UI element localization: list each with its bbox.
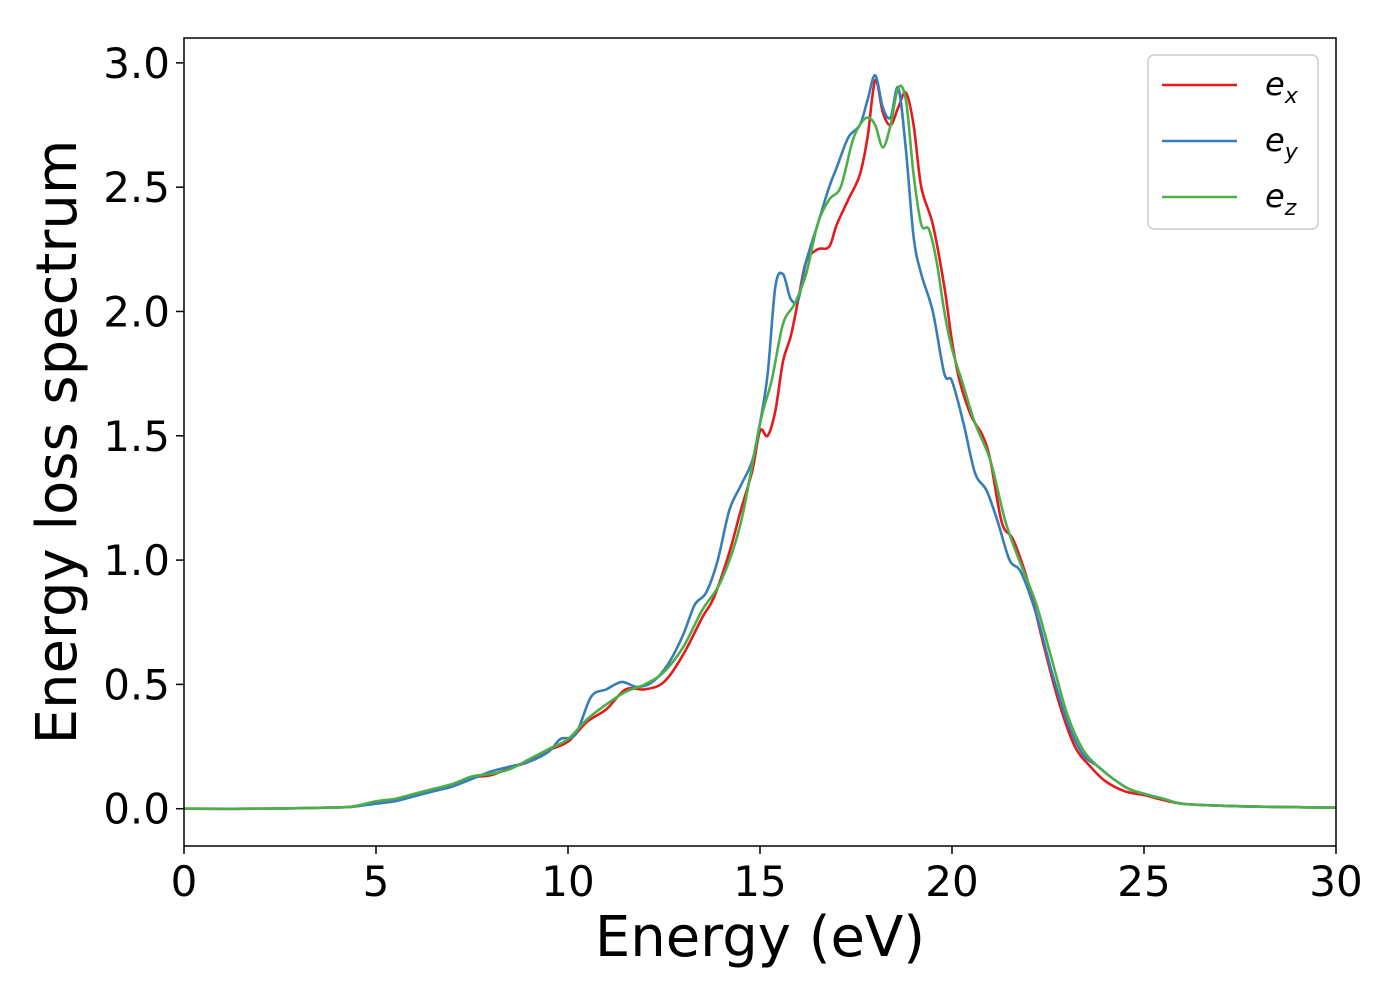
x-tick-label: 25 <box>1117 857 1170 906</box>
y-tick-label: 2.0 <box>103 287 170 336</box>
legend: ex ey ez <box>1147 54 1319 230</box>
legend-label-x: ex <box>1265 65 1299 109</box>
x-axis-ticks: 0 5 10 15 20 25 30 <box>171 846 1363 906</box>
y-tick-label: 0.0 <box>103 785 170 834</box>
x-tick-label: 10 <box>541 857 594 906</box>
y-tick-label: 2.5 <box>103 163 170 212</box>
series-line-y <box>183 73 1337 811</box>
series-layer <box>183 73 1337 811</box>
x-axis-label: Energy (eV) <box>595 905 925 970</box>
legend-label-y: ey <box>1265 121 1299 165</box>
legend-label-z: ez <box>1265 177 1297 221</box>
y-tick-label: 3.0 <box>103 39 170 88</box>
y-axis-ticks: 0.0 0.5 1.0 1.5 2.0 2.5 3.0 <box>103 39 184 834</box>
series-line-z <box>183 84 1337 811</box>
x-tick-label: 5 <box>363 857 390 906</box>
x-tick-label: 0 <box>171 857 198 906</box>
x-tick-label: 15 <box>733 857 786 906</box>
y-tick-label: 1.5 <box>103 412 170 461</box>
y-tick-label: 1.0 <box>103 536 170 585</box>
y-axis-label: Energy loss spectrum <box>25 140 90 745</box>
x-tick-label: 20 <box>925 857 978 906</box>
y-tick-label: 0.5 <box>103 660 170 709</box>
x-tick-label: 30 <box>1309 857 1362 906</box>
